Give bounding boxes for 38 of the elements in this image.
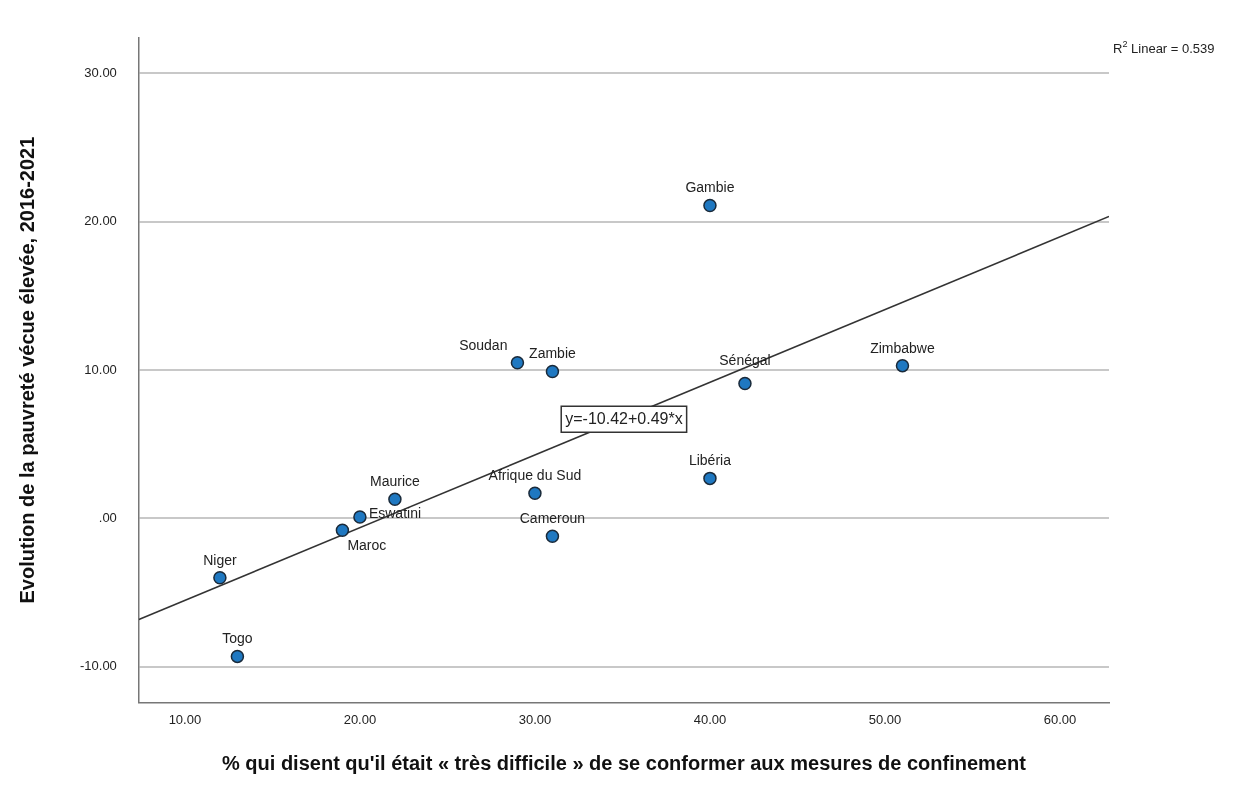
data-label: Zimbabwe <box>870 339 935 356</box>
data-label: Maroc <box>347 537 387 554</box>
point <box>230 649 245 664</box>
point <box>353 510 367 524</box>
x-tick-label: 30.00 <box>518 711 552 727</box>
y-tick-label: 10.00 <box>84 361 117 377</box>
data-label: Soudan <box>459 336 508 353</box>
point <box>738 376 752 391</box>
data-label: Cameroun <box>519 510 586 527</box>
point <box>388 492 402 506</box>
data-label: Maurice <box>370 473 421 490</box>
y-tick-label: .00 <box>98 510 117 526</box>
data-label: Libéria <box>688 452 732 469</box>
point <box>510 355 525 370</box>
point <box>545 364 560 379</box>
point <box>213 571 227 585</box>
x-tick-label: 60.00 <box>1043 711 1077 727</box>
y-axis-title: Evolution de la pauvreté vécue élevée, 2016-2021 <box>15 136 38 604</box>
data-label: Zambie <box>529 345 576 362</box>
y-tick-label: 30.00 <box>84 64 117 80</box>
y-tick-label: 20.00 <box>84 213 117 229</box>
point <box>545 529 560 543</box>
x-tick-label: 20.00 <box>343 711 377 727</box>
x-axis-title: % qui disent qu'il était « très difficile » de se conformer aux mesures de confinement <box>222 751 1027 774</box>
data-label: Togo <box>222 630 253 647</box>
data-label: Gambie <box>685 179 735 196</box>
annotation: y=-10.42+0.49*x <box>565 409 683 427</box>
point <box>528 486 542 500</box>
x-tick-label: 50.00 <box>868 711 902 727</box>
y-tick-label: -10.00 <box>79 658 117 674</box>
point <box>703 198 717 213</box>
x-tick-label: 10.00 <box>168 711 202 727</box>
point <box>335 523 350 538</box>
point <box>895 358 910 373</box>
data-label: Afrique du Sud <box>488 467 582 484</box>
data-label: Niger <box>203 551 237 568</box>
x-tick-label: 40.00 <box>693 711 727 727</box>
point <box>703 471 717 486</box>
